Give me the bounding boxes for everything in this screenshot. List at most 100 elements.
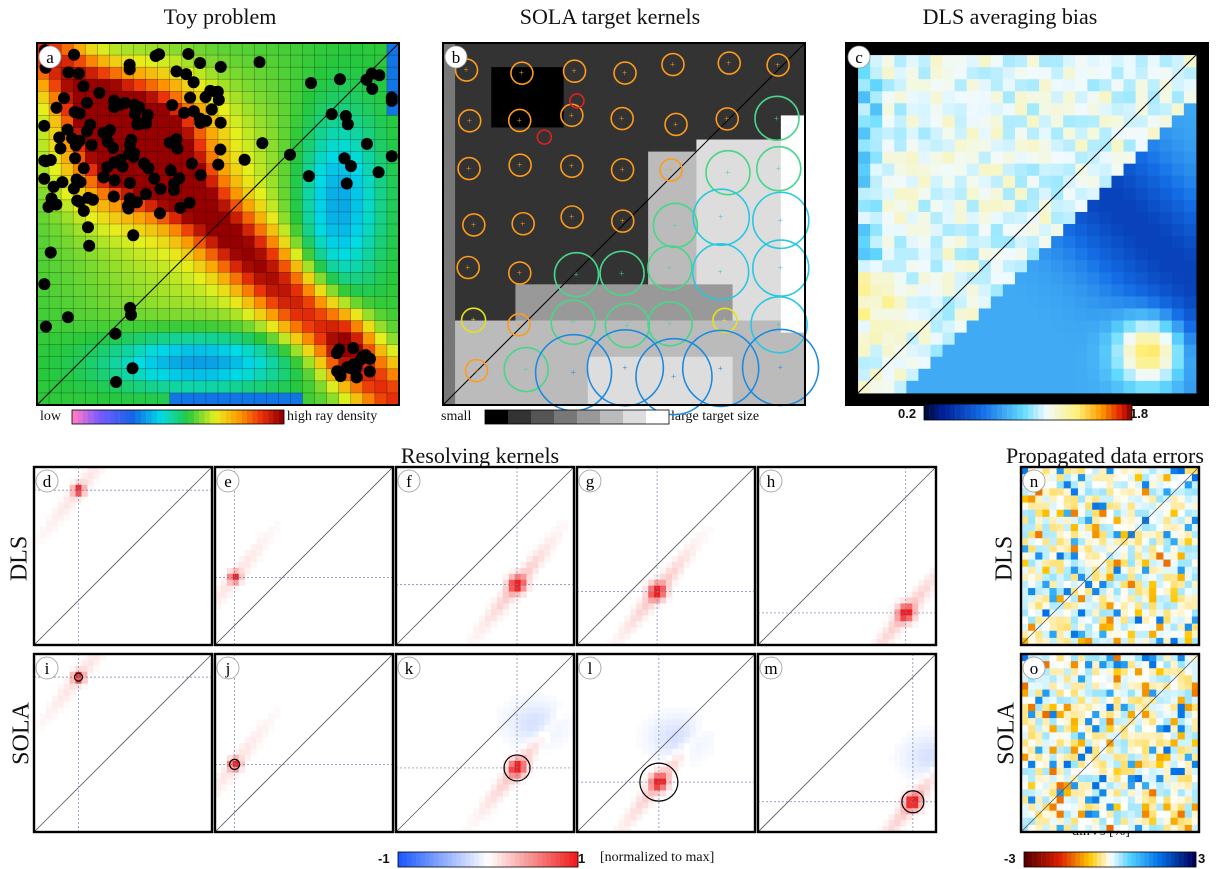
kernel-cell [520,737,527,744]
density-cell [205,332,219,346]
bias-cell [882,175,895,189]
target-cell [491,392,504,406]
bias-cell [990,211,1004,225]
density-cell [314,151,328,165]
kernel-cell [550,532,557,539]
bias-cell [894,368,907,382]
colorbar-swatch [569,852,574,867]
error-cell [1120,495,1129,503]
error-cell [1085,566,1093,575]
bias-cell [990,284,1004,297]
error-cell [1021,654,1029,662]
target-cell [611,163,625,177]
density-cell [374,356,388,370]
error-cell [1170,545,1179,553]
target-cell [768,55,782,68]
target-cell [455,151,468,165]
node-dot [238,153,251,166]
bias-cell [870,55,883,68]
bias-cell [1051,380,1064,394]
bias-cell [906,115,919,128]
kernel-cell [93,654,100,661]
bias-cell [894,127,907,141]
error-cell [1077,637,1086,646]
bias-cell [906,151,919,165]
kernel-cell [654,784,661,791]
error-cell [1085,675,1093,683]
density-cell [193,224,207,237]
density-cell [326,320,340,334]
kernel-cell [624,621,631,628]
node-dot [154,182,167,195]
diagonal-line [757,653,937,833]
density-cell [73,380,86,394]
target-cell [756,211,770,225]
kernel-cell [906,731,913,738]
kernel-cell [683,725,691,732]
error-cell [1113,481,1122,489]
bias-cell [1171,91,1185,104]
error-cell [1063,746,1072,755]
node-dot [153,48,166,61]
error-cell [1028,580,1036,589]
density-cell [254,163,267,177]
error-cell [1149,566,1157,575]
kernel-cell [57,695,65,702]
kernel-cell [502,754,510,762]
bias-cell [954,127,968,141]
density-cell [73,296,86,309]
density-cell [133,79,147,92]
error-cell [1113,616,1122,625]
kernel-cell [630,627,637,634]
error-cell [1092,725,1100,733]
colorbar-swatch [77,410,83,424]
bias-cell [906,272,919,285]
kernel-cell [99,654,106,661]
kernel-cell [45,707,53,714]
kernel-cell [69,677,76,685]
target-cell [648,55,661,68]
density-cell [254,187,267,201]
target-cell [599,368,613,382]
error-cell [1085,580,1093,589]
error-cell [1127,803,1136,812]
error-cell [1127,566,1136,575]
error-cell [1077,481,1086,489]
bias-cell [1111,211,1125,225]
target-cell [455,91,468,104]
node-dot [359,349,372,362]
target-cell [443,103,456,116]
bias-cell [1002,139,1016,153]
error-cell [1042,637,1050,646]
bias-cell [1014,332,1028,346]
bias-cell [1099,296,1112,309]
density-cell [169,392,183,406]
density-cell [350,260,364,273]
error-cell [1070,689,1079,698]
bias-cell [1039,151,1052,165]
target-cell [587,344,601,358]
node-dot [363,365,376,378]
kernel-cell [618,633,625,640]
bias-cell [918,139,931,153]
error-cell [1049,810,1057,819]
density-cell [362,211,376,225]
bias-cell [894,248,907,261]
target-cell [539,67,553,80]
kernel-cell [226,772,234,779]
kernel-cell [689,707,697,714]
colorbar-swatch [1069,404,1075,420]
plus-marker: + [718,267,723,277]
bias-cell [1183,211,1197,225]
target-cell [599,272,613,285]
density-cell [157,296,171,309]
error-cell [1077,796,1086,804]
target-cell [756,344,770,358]
kernel-cell [677,748,685,756]
bias-cell [882,103,895,116]
density-cell [157,320,171,334]
error-cell [1163,509,1171,518]
colorbar-swatch [140,410,147,424]
kernel-cell [894,826,901,833]
error-cell [1170,573,1179,582]
